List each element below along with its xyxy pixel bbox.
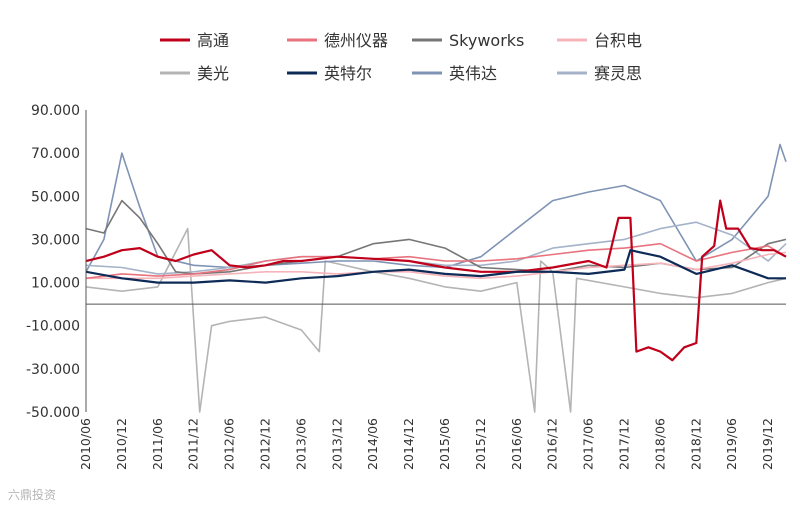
x-tick-label: 2011/12	[186, 418, 201, 470]
y-tick-label: 10.000	[31, 276, 80, 292]
x-tick-label: 2013/06	[293, 418, 308, 470]
legend-label: 英伟达	[449, 64, 497, 83]
watermark-text: 六鼎投资	[8, 488, 57, 502]
y-tick-label: 70.000	[31, 146, 80, 162]
series-layer	[86, 143, 787, 413]
series-line	[86, 221, 787, 275]
y-tick-label: 50.000	[31, 189, 80, 205]
y-tick-label: -50.000	[26, 405, 80, 421]
legend-label: 英特尔	[324, 64, 372, 83]
x-tick-label: 2014/12	[401, 418, 416, 470]
x-tick-label: 2017/12	[616, 418, 631, 470]
x-tick-label: 2015/12	[473, 418, 488, 470]
x-tick-label: 2013/12	[329, 418, 344, 470]
legend-label: 美光	[197, 64, 229, 83]
x-tick-label: 2012/12	[257, 418, 272, 470]
x-tick-label: 2012/06	[222, 418, 237, 470]
x-tick-label: 2010/12	[114, 418, 129, 470]
legend-label: 高通	[197, 31, 229, 50]
legend-label: 台积电	[594, 31, 642, 50]
y-tick-label: -10.000	[26, 319, 80, 335]
legend-label: 赛灵思	[594, 64, 642, 83]
x-tick-label: 2010/06	[78, 418, 93, 470]
series-line	[86, 143, 787, 273]
series-line	[86, 199, 787, 275]
y-tick-label: -30.000	[26, 362, 80, 378]
series-line	[86, 227, 787, 413]
x-tick-label: 2018/12	[688, 418, 703, 470]
series-line	[86, 242, 787, 280]
x-tick-label: 2016/06	[509, 418, 524, 470]
y-tick-label: 90.000	[31, 103, 80, 119]
legend-label: Skyworks	[449, 31, 524, 50]
series-line	[86, 199, 787, 362]
x-tick-label: 2014/06	[365, 418, 380, 470]
x-tick-label: 2019/12	[760, 418, 775, 470]
x-tick-label: 2015/06	[437, 418, 452, 470]
x-tick-label: 2018/06	[652, 418, 667, 470]
x-tick-label: 2019/06	[724, 418, 739, 470]
x-tick-label: 2016/12	[545, 418, 560, 470]
x-tick-label: 2011/06	[150, 418, 165, 470]
legend-label: 德州仪器	[324, 31, 388, 50]
series-line	[86, 249, 786, 284]
axes: 90.000 70.000 50.000 30.000 10.000 -10.000 -30…	[26, 103, 786, 470]
x-tick-label: 2017/06	[581, 418, 596, 470]
y-tick-label: 30.000	[31, 232, 80, 248]
